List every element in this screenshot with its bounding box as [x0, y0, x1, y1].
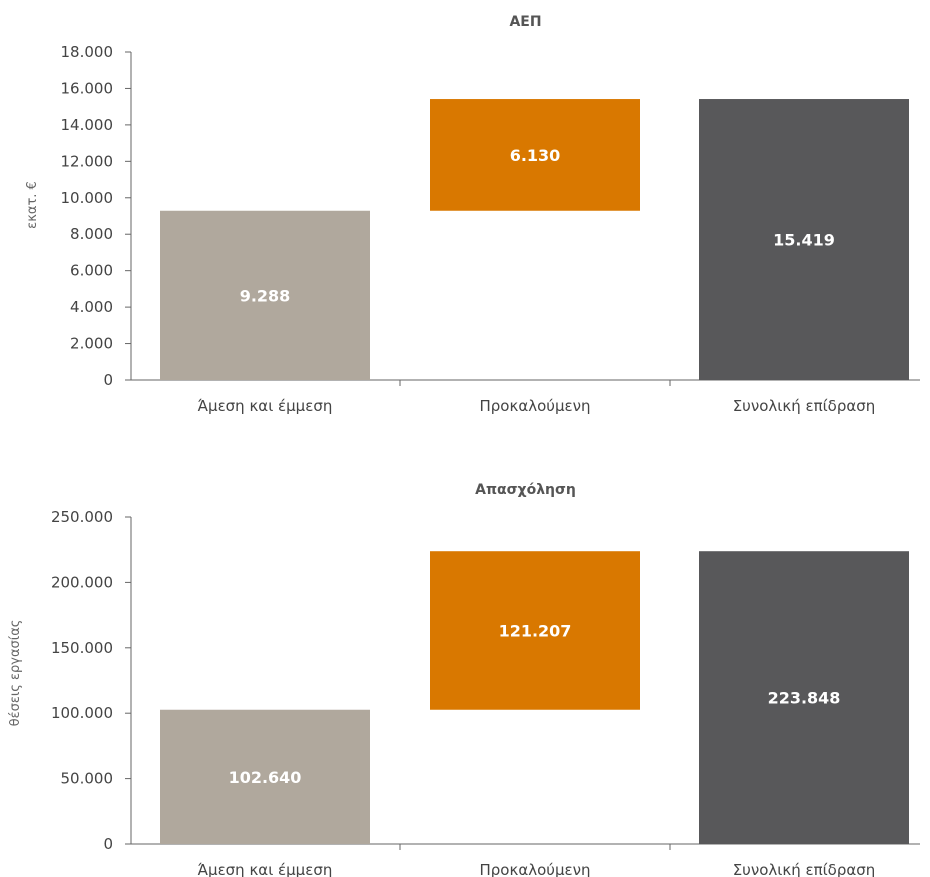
- x-category-label: Συνολική επίδραση: [733, 861, 876, 877]
- data-label: 102.640: [229, 768, 302, 787]
- chart-title: ΑΕΠ: [509, 14, 541, 30]
- y-tick-label: 150.000: [51, 639, 113, 657]
- x-category-label: Άμεση και έμμεση: [198, 397, 333, 415]
- y-tick-label: 16.000: [61, 79, 114, 97]
- data-label: 6.130: [510, 146, 561, 165]
- data-label: 121.207: [499, 621, 572, 640]
- bar-total: [699, 99, 909, 380]
- y-tick-label: 250.000: [51, 508, 113, 526]
- x-category-label: Προκαλούμενη: [480, 861, 591, 877]
- x-category-label: Συνολική επίδραση: [733, 397, 876, 415]
- chart-panel-2: Απασχόληση θέσεις εργασίας 0 50.000 100.000 1…: [8, 482, 920, 877]
- y-tick-label: 100.000: [51, 704, 113, 722]
- y-axis-label: εκατ. €: [25, 181, 40, 229]
- bar-induced: [430, 99, 640, 211]
- data-label: 223.848: [768, 689, 841, 708]
- x-category-label: Προκαλούμενη: [480, 397, 591, 415]
- y-tick-label: 0: [103, 371, 113, 389]
- y-tick-label: 0: [103, 835, 113, 853]
- y-axis-label: θέσεις εργασίας: [8, 620, 23, 727]
- y-tick-label: 10.000: [61, 189, 114, 207]
- bar-direct-indirect: [160, 709, 370, 844]
- chart-panel-1: ΑΕΠ εκατ. € 0 2.000 4.000 6.000 8.000 10.000 12.…: [25, 14, 920, 415]
- data-label: 9.288: [240, 286, 291, 305]
- data-label: 15.419: [773, 231, 835, 250]
- y-tick-label: 4.000: [70, 298, 113, 316]
- bar-direct-indirect: [160, 210, 370, 380]
- x-category-label: Άμεση και έμμεση: [198, 861, 333, 877]
- y-tick-label: 12.000: [61, 152, 114, 170]
- chart-title: Απασχόληση: [475, 482, 576, 498]
- y-tick-label: 18.000: [61, 43, 114, 61]
- y-tick-label: 14.000: [61, 116, 114, 134]
- bar-induced: [430, 551, 640, 710]
- y-tick-label: 6.000: [70, 262, 113, 280]
- y-tick-label: 2.000: [70, 335, 113, 353]
- y-tick-label: 8.000: [70, 225, 113, 243]
- y-tick-label: 50.000: [61, 770, 114, 788]
- bar-total: [699, 551, 909, 844]
- y-tick-label: 200.000: [51, 573, 113, 591]
